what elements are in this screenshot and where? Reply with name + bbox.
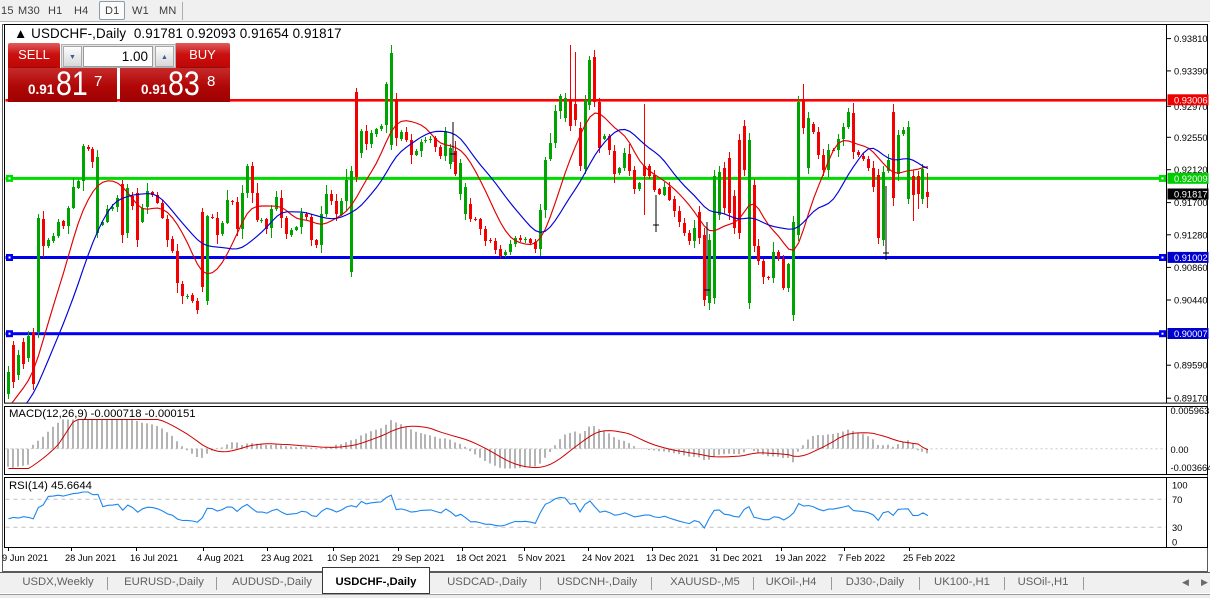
svg-text:31 Dec 2021: 31 Dec 2021 [710,553,763,563]
svg-text:30: 30 [1172,523,1182,533]
svg-text:0.93390: 0.93390 [1174,66,1208,76]
svg-text:9 Jun 2021: 9 Jun 2021 [2,553,48,563]
svg-text:10 Sep 2021: 10 Sep 2021 [327,553,380,563]
svg-text:5 Nov 2021: 5 Nov 2021 [518,553,566,563]
svg-text:29 Sep 2021: 29 Sep 2021 [392,553,445,563]
svg-text:0.91002: 0.91002 [1174,253,1208,263]
svg-text:0.89590: 0.89590 [1174,361,1208,371]
svg-text:0.92009: 0.92009 [1174,174,1208,184]
svg-text:16 Jul 2021: 16 Jul 2021 [130,553,178,563]
svg-text:100: 100 [1172,480,1188,490]
svg-text:0.92550: 0.92550 [1174,133,1208,143]
svg-text:0.90860: 0.90860 [1174,263,1208,273]
svg-text:4 Aug 2021: 4 Aug 2021 [197,553,244,563]
svg-text:13 Dec 2021: 13 Dec 2021 [646,553,699,563]
svg-text:0.90007: 0.90007 [1174,329,1208,339]
svg-text:0: 0 [1172,537,1177,547]
svg-text:18 Oct 2021: 18 Oct 2021 [456,553,507,563]
svg-text:0.91817: 0.91817 [1174,190,1208,200]
svg-text:25 Feb 2022: 25 Feb 2022 [903,553,955,563]
svg-text:0.89170: 0.89170 [1174,394,1208,404]
svg-text:19 Jan 2022: 19 Jan 2022 [775,553,826,563]
svg-text:23 Aug 2021: 23 Aug 2021 [261,553,313,563]
svg-text:0.005963: 0.005963 [1171,406,1210,416]
svg-text:0.91280: 0.91280 [1174,230,1208,240]
svg-text:24 Nov 2021: 24 Nov 2021 [582,553,635,563]
svg-text:0.93810: 0.93810 [1174,34,1208,44]
svg-text:0.90440: 0.90440 [1174,296,1208,306]
svg-text:0.92120: 0.92120 [1174,165,1208,175]
svg-text:7 Feb 2022: 7 Feb 2022 [838,553,885,563]
svg-text:0.91700: 0.91700 [1174,198,1208,208]
svg-text:28 Jun 2021: 28 Jun 2021 [65,553,116,563]
svg-text:0.92970: 0.92970 [1174,102,1208,112]
svg-text:-0.003664: -0.003664 [1171,463,1210,473]
svg-text:0.00: 0.00 [1171,445,1189,455]
svg-text:0.93006: 0.93006 [1174,95,1208,105]
svg-text:70: 70 [1172,495,1182,505]
